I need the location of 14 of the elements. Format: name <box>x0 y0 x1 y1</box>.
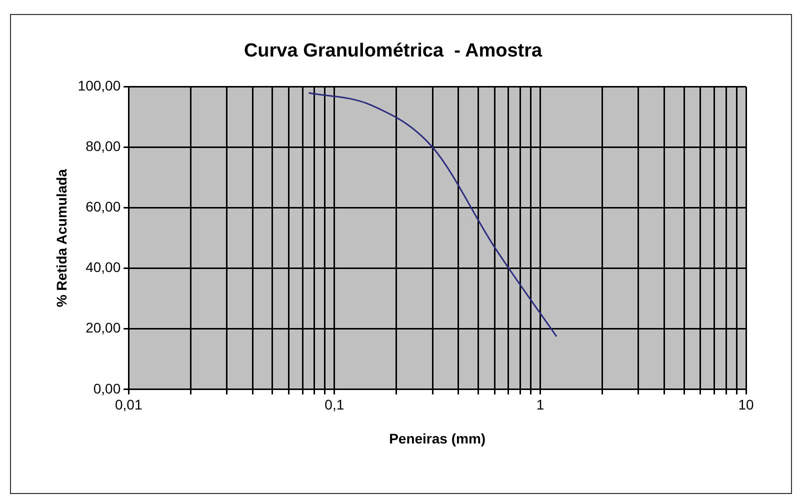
chart-title: Curva Granulométrica - Amostra <box>244 40 542 62</box>
x-tick-label: 10 <box>738 396 754 413</box>
y-tick-label: 0,00 <box>93 380 121 396</box>
x-tick-label: 0,1 <box>324 396 344 413</box>
y-axis-title: % Retida Acumulada <box>53 168 70 308</box>
x-axis-title: Peneiras (mm) <box>389 430 486 446</box>
line-series <box>308 92 558 338</box>
x-tick-label: 1 <box>536 396 544 413</box>
y-tick-label: 20,00 <box>86 320 121 336</box>
y-tick-label: 60,00 <box>86 198 121 215</box>
y-tick-label: 80,00 <box>86 138 121 154</box>
y-tick-label: 100,00 <box>78 78 121 94</box>
x-tick-label: 0,01 <box>114 396 142 413</box>
y-tick-label: 40,00 <box>86 259 121 276</box>
